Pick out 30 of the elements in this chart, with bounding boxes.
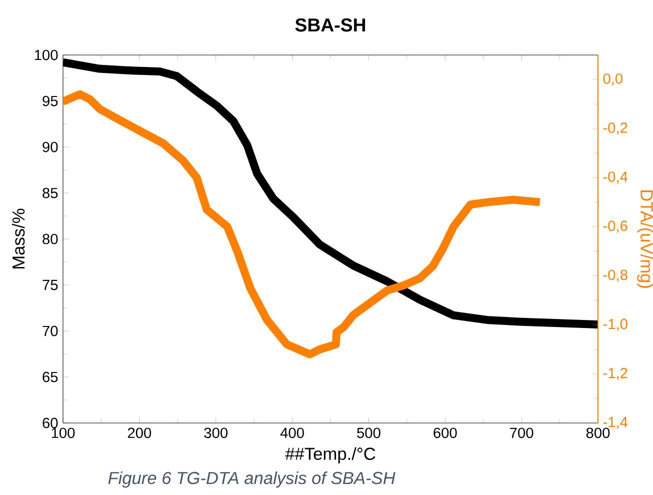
y2-tick-label: -1,2 <box>603 368 628 380</box>
y-tick-label: 75 <box>42 280 58 290</box>
x-tick-label: 500 <box>357 428 380 438</box>
y-tick-label: 60 <box>42 418 58 428</box>
x-tick-label: 800 <box>586 428 610 438</box>
y2-tick-label: -0,6 <box>603 220 628 233</box>
chart-title: SBA-SH <box>295 18 366 32</box>
y-tick-label: 95 <box>42 96 58 106</box>
y2-tick-label: -1,4 <box>603 417 628 429</box>
y-tick-label: 90 <box>42 142 58 152</box>
y2-tick-label: -0,8 <box>603 270 628 282</box>
y-tick-label: 80 <box>42 234 58 244</box>
y-axis-title: Mass/% <box>12 208 25 268</box>
y-tick-label: 100 <box>34 50 58 60</box>
y-tick-label: 85 <box>42 188 58 198</box>
y-tick-label: 65 <box>42 372 58 382</box>
x-tick-label: 300 <box>204 428 228 438</box>
y2-tick-label: -1,0 <box>603 318 628 331</box>
y2-tick-label: 0,0 <box>603 73 623 86</box>
x-tick-label: 700 <box>510 428 534 438</box>
x-axis-title: ##Temp./°C <box>285 447 376 464</box>
y-tick-label: 70 <box>42 326 58 336</box>
caption: Figure 6 TG-DTA analysis of SBA-SH <box>108 471 396 488</box>
x-tick-label: 100 <box>52 428 75 438</box>
y2-tick-label: -0,4 <box>603 172 628 184</box>
x-tick-label: 600 <box>434 428 457 438</box>
y2-axis-title: DTA/(uV/mg) <box>637 190 653 288</box>
x-tick-label: 400 <box>280 428 304 438</box>
x-tick-label: 200 <box>128 428 152 438</box>
y2-tick-label: -0,2 <box>603 122 628 135</box>
